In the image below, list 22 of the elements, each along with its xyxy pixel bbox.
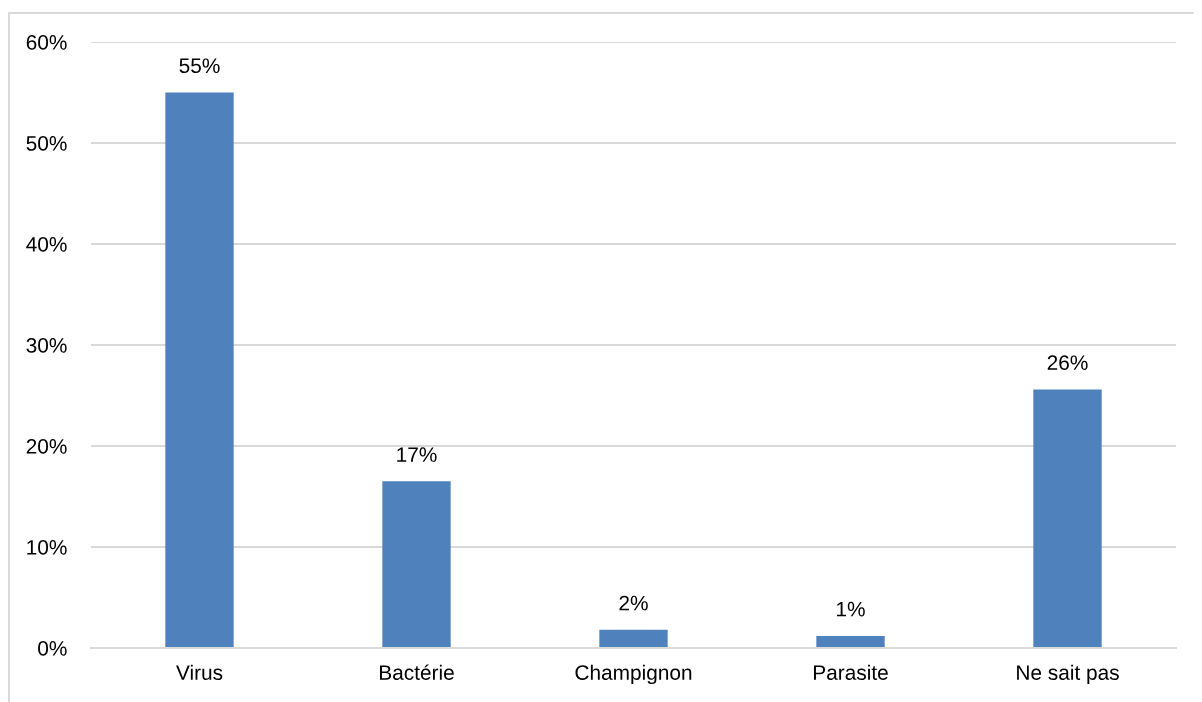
y-tick-label: 20%	[26, 439, 67, 454]
data-label: 1%	[837, 601, 865, 617]
bar	[1033, 389, 1102, 648]
bar	[165, 92, 234, 648]
y-tick-label: 50%	[26, 136, 67, 151]
data-label: 55%	[179, 58, 220, 74]
x-tick-label: Parasite	[814, 664, 888, 680]
y-tick-label: 60%	[26, 35, 67, 50]
x-tick-label: Ne sait pas	[1017, 664, 1119, 685]
bar	[382, 481, 451, 648]
y-tick-label: 0%	[38, 641, 67, 656]
bar	[816, 635, 885, 648]
x-tick-label: Virus	[176, 664, 223, 680]
x-tick-label: Champignon	[575, 664, 692, 685]
bar	[599, 629, 668, 648]
y-tick-label: 10%	[27, 540, 67, 555]
data-label: 17%	[397, 447, 437, 462]
data-label: 2%	[619, 595, 648, 611]
y-tick-label: 40%	[26, 237, 67, 252]
y-tick-label: 30%	[26, 338, 67, 353]
x-tick-label: Bactérie	[380, 664, 454, 680]
data-label: 26%	[1047, 355, 1088, 371]
